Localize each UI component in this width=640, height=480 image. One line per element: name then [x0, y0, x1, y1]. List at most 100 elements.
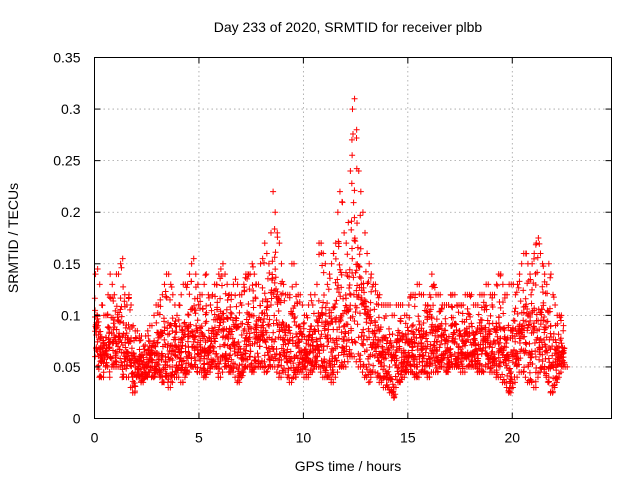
scatter-point — [270, 329, 277, 336]
scatter-point — [250, 369, 257, 376]
scatter-point — [351, 95, 358, 102]
scatter-point — [342, 363, 349, 370]
scatter-point — [275, 295, 282, 302]
scatter-point — [330, 250, 337, 257]
scatter-point — [157, 303, 164, 310]
scatter-point — [276, 240, 283, 247]
scatter-point — [199, 332, 206, 339]
scatter-point — [299, 302, 306, 309]
scatter-point — [367, 374, 374, 381]
scatter-point — [112, 336, 119, 343]
scatter-point — [305, 333, 312, 340]
scatter-point — [151, 370, 158, 377]
scatter-point — [266, 269, 273, 276]
scatter-point — [281, 337, 288, 344]
scatter-point — [225, 362, 232, 369]
scatter-point — [228, 326, 235, 333]
scatter-point — [272, 335, 279, 342]
scatter-point — [167, 296, 174, 303]
scatter-point — [386, 347, 393, 354]
scatter-point — [324, 300, 331, 307]
scatter-point — [348, 136, 355, 143]
scatter-point — [244, 321, 251, 328]
scatter-point — [333, 297, 340, 304]
scatter-point — [107, 271, 114, 278]
scatter-point — [156, 311, 163, 318]
scatter-point — [116, 318, 123, 325]
scatter-point — [334, 369, 341, 376]
scatter-point — [249, 263, 256, 270]
scatter-point — [367, 299, 374, 306]
scatter-point — [255, 353, 262, 360]
scatter-point — [319, 363, 326, 370]
scatter-point — [372, 281, 379, 288]
scatter-point — [182, 348, 189, 355]
scatter-point — [188, 306, 195, 313]
scatter-point — [336, 188, 343, 195]
scatter-point — [166, 356, 173, 363]
scatter-point — [164, 331, 171, 338]
scatter-point — [260, 319, 267, 326]
scatter-point — [102, 350, 109, 357]
scatter-point — [259, 322, 266, 329]
scatter-point — [181, 319, 188, 326]
scatter-point — [263, 306, 270, 313]
scatter-point — [346, 306, 353, 313]
scatter-point — [154, 360, 161, 367]
scatter-point — [184, 311, 191, 318]
scatter-point — [128, 302, 135, 309]
scatter-point — [313, 281, 320, 288]
scatter-point — [321, 356, 328, 363]
scatter-point — [386, 364, 393, 371]
scatter-point — [365, 371, 372, 378]
scatter-point — [374, 342, 381, 349]
scatter-point — [192, 307, 199, 314]
points-layer — [92, 95, 571, 401]
scatter-point — [131, 389, 138, 396]
scatter-point — [200, 365, 207, 372]
scatter-point — [378, 379, 385, 386]
scatter-point — [360, 361, 367, 368]
scatter-point — [178, 335, 185, 342]
scatter-point — [189, 329, 196, 336]
scatter-point — [357, 188, 364, 195]
scatter-point — [270, 291, 277, 298]
scatter-point — [207, 369, 214, 376]
scatter-point — [273, 317, 280, 324]
scatter-point — [197, 357, 204, 364]
scatter-point — [303, 312, 310, 319]
scatter-point — [359, 369, 366, 376]
scatter-point — [167, 384, 174, 391]
scatter-point — [348, 350, 355, 357]
scatter-point — [130, 360, 137, 367]
scatter-point — [178, 361, 185, 368]
scatter-point — [100, 374, 107, 381]
scatter-point — [355, 292, 362, 299]
scatter-point — [344, 358, 351, 365]
scatter-point — [244, 275, 251, 282]
scatter-point — [298, 331, 305, 338]
scatter-point — [309, 342, 316, 349]
scatter-point — [108, 355, 115, 362]
scatter-point — [211, 311, 218, 318]
scatter-point — [137, 351, 144, 358]
scatter-point — [239, 361, 246, 368]
scatter-point — [153, 366, 160, 373]
scatter-point — [294, 355, 301, 362]
scatter-point — [353, 304, 360, 311]
scatter-point — [250, 304, 257, 311]
scatter-point — [318, 331, 325, 338]
scatter-point — [228, 310, 235, 317]
scatter-point — [364, 250, 371, 257]
scatter-point — [272, 209, 279, 216]
scatter-point — [361, 332, 368, 339]
scatter-point — [339, 198, 346, 205]
scatter-point — [191, 353, 198, 360]
scatter-point — [225, 292, 232, 299]
scatter-point — [112, 307, 119, 314]
scatter-point — [350, 274, 357, 281]
scatter-point — [349, 313, 356, 320]
scatter-point — [215, 271, 222, 278]
scatter-point — [348, 180, 355, 187]
scatter-point — [235, 365, 242, 372]
